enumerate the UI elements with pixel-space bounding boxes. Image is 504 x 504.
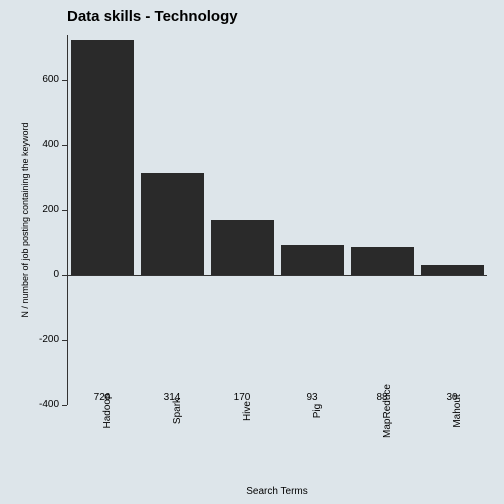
- bar: [281, 245, 344, 275]
- x-axis: [67, 275, 487, 276]
- ytick-mark: [62, 405, 67, 406]
- ytick-mark: [62, 275, 67, 276]
- xtick-label: Hive: [242, 401, 253, 421]
- xtick-label: Pig: [312, 404, 323, 418]
- xtick-label: MapReduce: [382, 384, 393, 438]
- chart-title: Data skills - Technology: [67, 8, 238, 25]
- bar-value-label: 93: [277, 392, 347, 403]
- xtick-label: Mahout: [452, 394, 463, 427]
- ytick-mark: [62, 145, 67, 146]
- x-axis-label: Search Terms: [67, 486, 487, 497]
- y-axis: [67, 35, 68, 405]
- bar: [141, 173, 204, 275]
- xtick-label: Hadoop: [102, 393, 113, 428]
- bar: [351, 247, 414, 276]
- bar: [421, 265, 484, 275]
- xtick-label: Spark: [172, 398, 183, 424]
- bar: [211, 220, 274, 275]
- ytick-mark: [62, 210, 67, 211]
- y-axis-label: N / number of job posting containing the…: [20, 35, 30, 405]
- ytick-mark: [62, 340, 67, 341]
- ytick-mark: [62, 80, 67, 81]
- bar: [71, 40, 134, 276]
- bar-chart: Data skills - Technology-400-20002004006…: [0, 0, 504, 504]
